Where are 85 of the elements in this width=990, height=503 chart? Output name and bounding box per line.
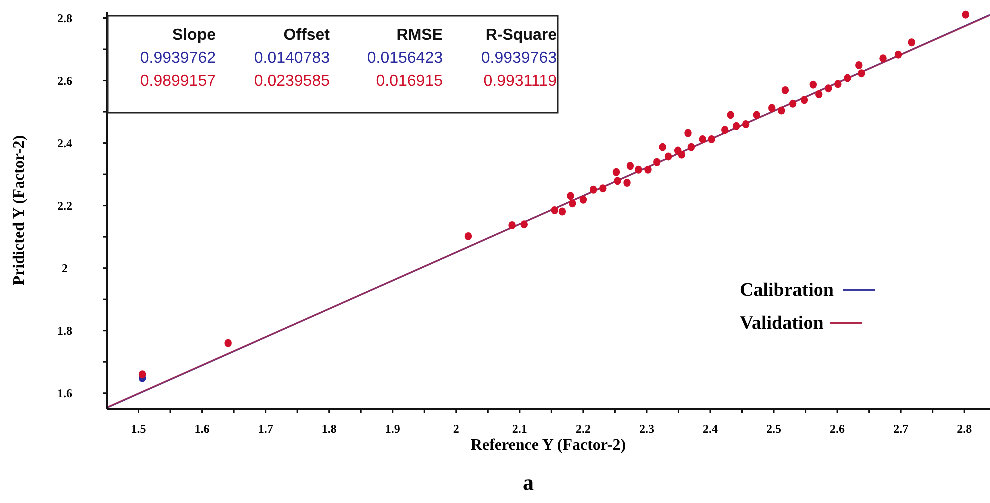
point <box>699 136 706 144</box>
point <box>614 177 622 186</box>
text: a <box>523 470 534 495</box>
x-axis-title: Reference Y (Factor-2) <box>470 437 626 454</box>
y-tick-label: 1.8 <box>58 324 72 338</box>
point <box>894 50 902 59</box>
annotation: R-Square <box>486 27 558 44</box>
point <box>600 184 607 193</box>
point <box>624 178 631 187</box>
x-tick-label: 1.9 <box>385 422 400 436</box>
x-tick-label: 2 <box>453 422 460 436</box>
point <box>732 122 740 130</box>
point <box>908 38 916 47</box>
point <box>580 196 588 204</box>
y-axis-title: Pridicted Y (Factor-2) <box>11 135 28 286</box>
annotation: Offset <box>284 27 331 44</box>
legend-label: Validation <box>740 313 824 334</box>
point <box>612 168 620 176</box>
point <box>834 80 842 88</box>
annotation: 0.9931119 <box>484 73 558 90</box>
annotation: 0.0239585 <box>254 73 330 90</box>
point <box>567 192 574 200</box>
annotation: 0.016915 <box>376 73 444 90</box>
x-tick-label: 1.8 <box>322 422 337 436</box>
point <box>844 74 852 82</box>
point <box>508 222 516 230</box>
point <box>551 206 558 214</box>
x-tick-label: 2.2 <box>576 422 591 436</box>
y-tick-label: 2 <box>62 262 68 276</box>
x-tick-label: 2.8 <box>957 422 972 436</box>
annotation: 0.0156423 <box>367 50 444 67</box>
point <box>224 339 232 348</box>
x-tick-label: 2.7 <box>894 422 909 436</box>
point <box>778 106 786 115</box>
annotation: 0.9939763 <box>481 50 558 67</box>
point <box>644 166 652 174</box>
y-tick-label: 2.6 <box>58 74 72 88</box>
point <box>825 84 832 93</box>
x-tick-label: 1.7 <box>258 422 274 436</box>
point <box>138 370 146 379</box>
point <box>858 70 866 78</box>
point <box>810 80 817 89</box>
point <box>727 111 734 120</box>
point <box>768 104 776 112</box>
y-tick-label: 2.2 <box>58 199 72 214</box>
point <box>520 220 528 229</box>
point <box>880 54 887 63</box>
x-tick-label: 2.4 <box>702 422 718 436</box>
annotation: 0.9939762 <box>140 50 216 67</box>
point <box>558 208 566 216</box>
y-tick-label: 2.8 <box>58 11 72 26</box>
x-tick-label: 2.6 <box>830 422 846 436</box>
annotation: 0.0140783 <box>254 50 330 67</box>
point <box>464 232 472 240</box>
point <box>635 166 642 174</box>
point <box>816 90 823 99</box>
point <box>708 136 716 144</box>
point <box>789 100 797 108</box>
point <box>962 10 970 19</box>
point <box>722 126 729 134</box>
point <box>678 150 686 159</box>
annotation: RMSE <box>396 27 444 44</box>
point <box>753 111 760 120</box>
point <box>659 143 666 152</box>
point <box>742 120 750 129</box>
point <box>688 143 696 152</box>
y-tick-label: 2.4 <box>58 136 72 150</box>
annotation: Slope <box>172 27 216 44</box>
point <box>626 162 634 170</box>
point <box>800 96 808 104</box>
x-tick-label: 1.6 <box>194 422 210 436</box>
x-tick-label: 2.3 <box>639 422 654 436</box>
x-tick-label: 1.5 <box>131 422 146 436</box>
point <box>590 186 598 194</box>
point <box>664 152 672 161</box>
point <box>654 158 661 166</box>
point <box>856 61 863 70</box>
point <box>569 200 576 208</box>
x-tick-label: 2.5 <box>766 422 782 436</box>
point <box>782 86 790 94</box>
legend-label: Calibration <box>740 280 834 301</box>
x-tick-label: 2.1 <box>512 422 528 436</box>
point <box>684 129 692 138</box>
annotation: 0.9899157 <box>140 73 216 90</box>
y-tick-label: 1.6 <box>58 386 72 401</box>
